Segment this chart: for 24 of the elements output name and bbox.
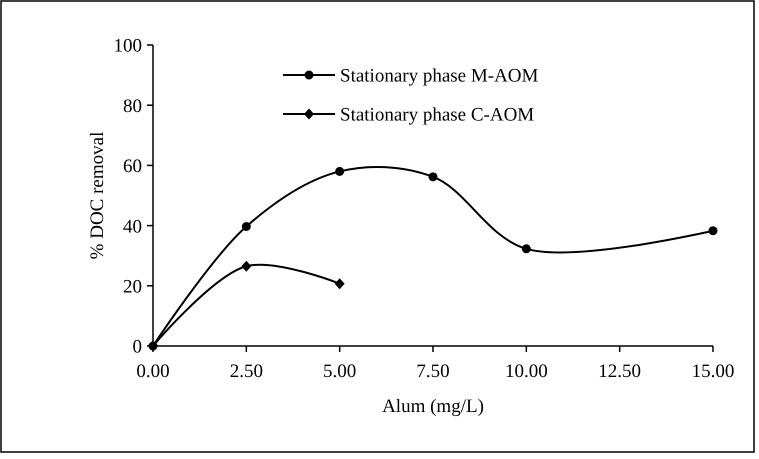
- y-tick-label: 100: [114, 36, 142, 57]
- point: [334, 278, 345, 290]
- x-tick-label: 7.50: [416, 361, 450, 382]
- y-axis-title: % DOC removal: [87, 132, 108, 260]
- point: [241, 260, 252, 272]
- x-tick-label: 15.00: [692, 361, 734, 382]
- x-tick-label: 2.50: [230, 361, 263, 382]
- legend-label: Stationary phase M-AOM: [340, 66, 539, 87]
- y-tick-label: 80: [123, 96, 142, 117]
- point: [335, 166, 344, 176]
- legend-label: Stationary phase C-AOM: [340, 104, 534, 126]
- point: [428, 172, 438, 182]
- x-tick-label: 10.00: [504, 361, 548, 382]
- point: [708, 226, 718, 236]
- point: [522, 244, 531, 254]
- y-tick-label: 0: [132, 336, 142, 358]
- x-tick-label: 5.00: [323, 361, 356, 382]
- y-tick-label: 60: [123, 156, 142, 178]
- x-tick-label: 0.00: [136, 361, 170, 382]
- x-tick-label: 12.50: [598, 361, 642, 382]
- x-axis-title: Alum (mg/L): [382, 396, 484, 417]
- point: [242, 222, 251, 232]
- y-tick-label: 20: [123, 276, 142, 298]
- y-tick-label: 40: [123, 216, 142, 238]
